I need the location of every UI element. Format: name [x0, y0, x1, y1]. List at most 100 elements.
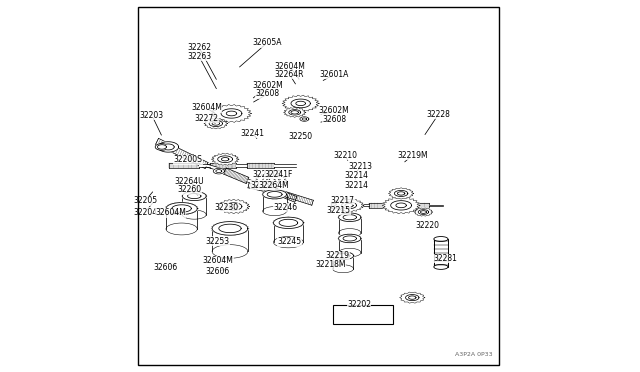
- Text: 32604M: 32604M: [202, 256, 233, 265]
- Polygon shape: [262, 190, 287, 199]
- Polygon shape: [156, 144, 168, 150]
- Polygon shape: [218, 199, 250, 214]
- Text: 32602M: 32602M: [319, 106, 349, 115]
- Text: 32241F: 32241F: [264, 170, 292, 179]
- Polygon shape: [219, 224, 241, 232]
- Text: 32203: 32203: [140, 111, 164, 120]
- Polygon shape: [408, 296, 416, 299]
- Polygon shape: [273, 164, 296, 167]
- Polygon shape: [255, 173, 287, 187]
- Polygon shape: [339, 213, 361, 221]
- Polygon shape: [225, 203, 242, 210]
- Text: 32608: 32608: [256, 89, 280, 98]
- Polygon shape: [273, 237, 303, 248]
- Polygon shape: [342, 202, 356, 209]
- Polygon shape: [359, 204, 369, 206]
- Text: 32604M: 32604M: [274, 62, 305, 71]
- Bar: [434, 239, 448, 267]
- Polygon shape: [182, 210, 206, 219]
- Polygon shape: [429, 205, 443, 206]
- Polygon shape: [267, 192, 282, 197]
- Polygon shape: [262, 177, 279, 184]
- Text: 32241B: 32241B: [253, 170, 282, 179]
- Polygon shape: [211, 221, 249, 235]
- Polygon shape: [199, 164, 211, 167]
- Polygon shape: [284, 108, 306, 118]
- Polygon shape: [338, 213, 362, 222]
- Text: 32219: 32219: [326, 251, 350, 260]
- Text: 32605A: 32605A: [252, 38, 282, 47]
- Polygon shape: [158, 142, 179, 152]
- Text: 32228: 32228: [426, 110, 450, 119]
- Polygon shape: [390, 201, 412, 210]
- Polygon shape: [337, 253, 349, 258]
- Polygon shape: [345, 203, 353, 207]
- Polygon shape: [399, 292, 425, 303]
- Polygon shape: [229, 205, 238, 208]
- Polygon shape: [182, 191, 207, 201]
- Text: 32604M: 32604M: [191, 103, 222, 112]
- Polygon shape: [182, 192, 206, 201]
- Polygon shape: [163, 144, 174, 150]
- Polygon shape: [420, 211, 426, 214]
- Polygon shape: [289, 110, 301, 115]
- Polygon shape: [418, 210, 429, 214]
- Text: 32250: 32250: [289, 132, 313, 141]
- Polygon shape: [221, 109, 242, 118]
- Polygon shape: [266, 179, 275, 182]
- Polygon shape: [334, 199, 364, 212]
- Polygon shape: [211, 153, 239, 165]
- Text: 32219M: 32219M: [397, 151, 428, 160]
- Ellipse shape: [434, 237, 448, 241]
- Polygon shape: [166, 203, 197, 214]
- Text: 32264U: 32264U: [174, 177, 204, 186]
- Polygon shape: [302, 118, 307, 120]
- Text: 32608: 32608: [322, 115, 346, 124]
- Text: A3P2A 0P33: A3P2A 0P33: [455, 352, 493, 357]
- Text: 32281: 32281: [434, 254, 458, 263]
- Polygon shape: [271, 189, 283, 195]
- Text: 32272: 32272: [195, 114, 218, 123]
- Polygon shape: [263, 190, 287, 199]
- Text: 32264M: 32264M: [258, 181, 289, 190]
- Polygon shape: [212, 122, 220, 125]
- Polygon shape: [213, 169, 225, 174]
- Polygon shape: [218, 156, 232, 163]
- Polygon shape: [166, 223, 197, 235]
- Text: 32606: 32606: [205, 267, 230, 276]
- Text: 32602M: 32602M: [253, 81, 284, 90]
- Text: 32604M: 32604M: [155, 208, 186, 217]
- Text: 32204: 32204: [133, 208, 157, 217]
- Polygon shape: [236, 164, 248, 167]
- Polygon shape: [333, 252, 353, 260]
- Polygon shape: [282, 95, 319, 112]
- Polygon shape: [188, 193, 201, 199]
- Polygon shape: [209, 121, 223, 126]
- Text: 32241: 32241: [240, 129, 264, 138]
- Text: 32263: 32263: [187, 52, 211, 61]
- Polygon shape: [392, 204, 404, 206]
- Text: 32217: 32217: [330, 196, 355, 205]
- Polygon shape: [291, 99, 310, 108]
- Text: 32245: 32245: [277, 237, 301, 246]
- Polygon shape: [221, 158, 229, 161]
- Polygon shape: [333, 265, 353, 273]
- Text: 32213: 32213: [348, 162, 372, 171]
- Text: 32230: 32230: [214, 203, 238, 212]
- Text: 32601A: 32601A: [319, 70, 349, 79]
- Polygon shape: [165, 202, 198, 215]
- Text: 32246: 32246: [274, 203, 298, 212]
- Polygon shape: [211, 105, 252, 122]
- Text: 32205: 32205: [133, 196, 157, 205]
- Polygon shape: [388, 188, 413, 199]
- Polygon shape: [206, 164, 225, 173]
- Polygon shape: [212, 222, 248, 235]
- Text: 32200S: 32200S: [173, 155, 202, 164]
- Text: 32352: 32352: [250, 181, 275, 190]
- Text: 32215: 32215: [326, 206, 351, 215]
- Text: 32260: 32260: [177, 185, 201, 194]
- Polygon shape: [339, 229, 361, 237]
- Polygon shape: [339, 248, 361, 257]
- Text: 32262: 32262: [187, 43, 211, 52]
- Polygon shape: [396, 203, 406, 208]
